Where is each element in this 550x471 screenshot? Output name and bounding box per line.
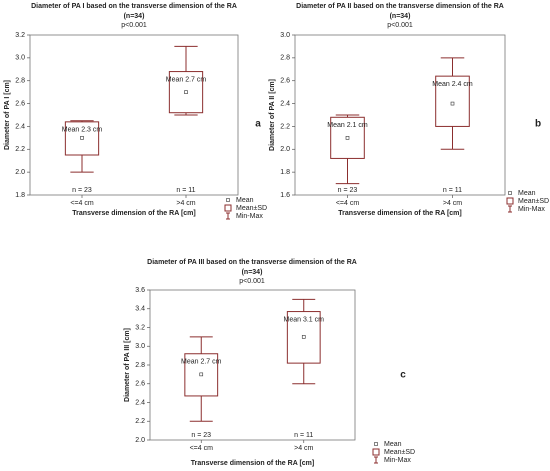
x-tick-label: <=4 cm: [190, 445, 214, 452]
sd-box: [330, 116, 365, 159]
n-label: n = 23: [72, 187, 92, 194]
legend-entry: Mean±SD: [236, 205, 267, 212]
legend-mean-icon: [374, 442, 378, 446]
y-tick-label: 3.4: [135, 306, 145, 313]
mean-label: Mean 2.4 cm: [432, 81, 473, 88]
n-label: n = 11: [294, 432, 313, 439]
y-tick-label: 2.6: [135, 381, 145, 388]
y-axis-label: Diameter of PA III [cm]: [124, 328, 131, 402]
p-value: p<0.001: [239, 278, 265, 285]
y-tick-label: 2.8: [135, 362, 145, 369]
y-tick-label: 2.2: [15, 146, 25, 153]
legend-mean-icon: [226, 198, 230, 202]
legend-mean-icon: [508, 191, 512, 195]
y-tick-label: 2.4: [15, 123, 25, 130]
mean-marker: [199, 372, 204, 377]
y-tick-label: 3.6: [135, 287, 145, 294]
x-tick-label: <=4 cm: [70, 200, 94, 207]
x-tick-label: >4 cm: [294, 445, 313, 452]
x-tick-label: <=4 cm: [336, 200, 360, 207]
y-tick-label: 2.0: [280, 146, 290, 153]
mean-label: Mean 3.1 cm: [284, 316, 325, 323]
y-tick-label: 1.8: [280, 169, 290, 176]
mean-marker: [80, 136, 84, 140]
y-tick-label: 2.6: [15, 100, 25, 107]
y-tick-label: 1.6: [280, 192, 290, 199]
plot-frame: [29, 34, 239, 196]
y-tick-label: 2.0: [135, 437, 145, 444]
y-tick-label: 2.6: [280, 78, 290, 85]
p-value: p<0.001: [121, 22, 147, 29]
x-axis-label: Transverse dimension of the RA [cm]: [338, 210, 461, 217]
legend-entry: Mean: [236, 197, 254, 204]
mean-marker: [345, 136, 350, 140]
y-tick-label: 3.2: [15, 32, 25, 39]
legend-box-icon: [224, 204, 232, 212]
legend-box-icon: [372, 448, 380, 456]
y-tick-label: 2.4: [135, 399, 145, 406]
y-tick-label: 1.8: [15, 192, 25, 199]
legend-entry: Min-Max: [518, 206, 545, 213]
y-tick-label: 2.4: [280, 100, 290, 107]
chart-title: Diameter of PA I based on the transverse…: [31, 3, 237, 10]
y-tick-label: 2.8: [280, 55, 290, 62]
x-tick-label: >4 cm: [443, 200, 462, 207]
legend-entry: Mean: [384, 441, 402, 448]
y-tick-label: 2.0: [15, 169, 25, 176]
x-axis-label: Transverse dimension of the RA [cm]: [72, 210, 195, 217]
y-tick-label: 3.0: [15, 55, 25, 62]
y-tick-label: 3.2: [135, 324, 145, 331]
n-label: n = 11: [443, 187, 462, 194]
p-value: p<0.001: [387, 22, 413, 29]
x-tick-label: >4 cm: [176, 200, 195, 207]
chart-subtitle: (n=34): [124, 13, 145, 20]
mean-label: Mean 2.7 cm: [166, 76, 207, 83]
panel-label: a: [255, 119, 261, 130]
y-axis-label: Diameter of PA II [cm]: [269, 79, 276, 151]
legend-entry: Mean: [518, 190, 536, 197]
n-label: n = 11: [176, 187, 195, 194]
chart-title: Diameter of PA II based on the transvers…: [296, 3, 504, 10]
chart-title: Diameter of PA III based on the transver…: [147, 259, 357, 266]
sd-box: [435, 75, 470, 127]
panel-label: c: [400, 370, 406, 381]
mean-marker: [450, 101, 455, 106]
y-tick-label: 2.2: [280, 123, 290, 130]
mean-label: Mean 2.7 cm: [181, 359, 222, 366]
legend-entry: Min-Max: [236, 213, 263, 220]
y-tick-label: 3.0: [135, 343, 145, 350]
mean-label: Mean 2.1 cm: [327, 122, 368, 129]
y-tick-label: 2.2: [135, 418, 145, 425]
y-tick-label: 3.0: [280, 32, 290, 39]
n-label: n = 23: [191, 432, 211, 439]
plot-frame: [149, 289, 356, 441]
legend-box-icon: [506, 197, 514, 205]
y-axis-label: Diameter of PA I [cm]: [4, 80, 11, 150]
plot-frame: [294, 34, 506, 196]
mean-marker: [301, 335, 306, 339]
mean-marker: [184, 90, 188, 94]
x-axis-label: Transverse dimension of the RA [cm]: [191, 460, 314, 467]
chart-subtitle: (n=34): [242, 269, 263, 276]
legend-entry: Mean±SD: [518, 198, 549, 205]
legend-entry: Mean±SD: [384, 449, 415, 456]
mean-label: Mean 2.3 cm: [62, 127, 103, 134]
chart-subtitle: (n=34): [390, 13, 411, 20]
y-tick-label: 2.8: [15, 78, 25, 85]
panel-label: b: [535, 119, 541, 130]
n-label: n = 23: [338, 187, 358, 194]
legend-entry: Min-Max: [384, 457, 411, 464]
